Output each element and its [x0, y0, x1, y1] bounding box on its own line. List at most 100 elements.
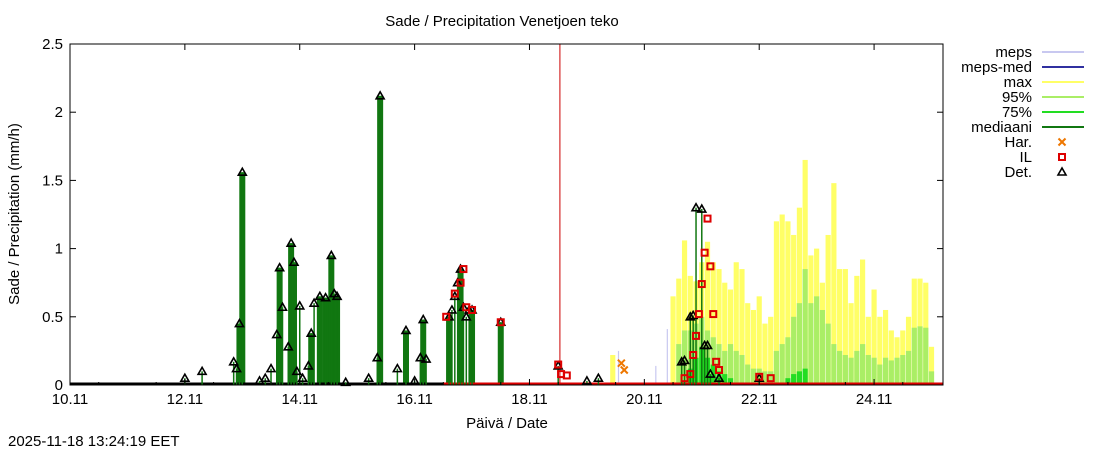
- il-point-11: [686, 370, 695, 379]
- il-point-23: [766, 374, 775, 383]
- bar-max-34: [860, 259, 866, 385]
- legend-label-2: max: [1004, 74, 1033, 91]
- det-point-48: [593, 372, 604, 382]
- det-point-11: [277, 301, 288, 312]
- det-point-37: [446, 304, 458, 314]
- bar-max-3: [681, 240, 688, 385]
- har-point-1: [620, 365, 629, 375]
- det-point-23: [325, 249, 337, 260]
- det-point-3: [231, 363, 242, 373]
- il-point-1: [450, 289, 459, 298]
- bar-75pct-8: [785, 378, 791, 385]
- bar-max-23: [796, 207, 802, 385]
- legend-label-8: Det.: [1004, 164, 1032, 181]
- bar-max-0: [610, 354, 616, 385]
- bar-95pct-8: [722, 350, 728, 385]
- bar-max-35: [865, 316, 871, 385]
- bar-95pct-44: [928, 371, 935, 385]
- il-point-14: [694, 310, 703, 319]
- bar-95pct-41: [911, 327, 917, 385]
- bar-max-13: [739, 269, 745, 385]
- bar-95pct-20: [791, 316, 797, 385]
- bar-95pct-26: [825, 323, 831, 385]
- det-point-28: [371, 352, 383, 362]
- bar-95pct-16: [768, 371, 774, 385]
- chart-title: Sade / Precipitation Venetjoen teko: [385, 13, 619, 30]
- legend-swatch-6: [1057, 137, 1067, 147]
- har-point-0: [617, 358, 626, 368]
- bar-max-31: [842, 269, 848, 385]
- bar-95pct-11: [739, 354, 745, 385]
- il-point-12: [689, 350, 698, 359]
- x-tick-label-3: 16.11: [396, 391, 432, 408]
- il-point-2: [456, 278, 465, 287]
- il-point-0: [442, 312, 451, 321]
- bar-95pct-25: [819, 309, 825, 385]
- y-tick-label-0: 0: [55, 377, 63, 394]
- marks-layer: [70, 44, 943, 387]
- det-point-13: [285, 237, 297, 247]
- det-point-34: [417, 313, 429, 324]
- bar-95pct-30: [848, 357, 854, 385]
- bar-95pct-42: [917, 326, 923, 385]
- bar-max-14: [745, 303, 751, 385]
- det-point-14: [288, 256, 300, 267]
- il-point-9: [562, 371, 571, 380]
- bar-max-10: [722, 282, 728, 385]
- bar-95pct-24: [814, 296, 820, 385]
- bar-95pct-43: [923, 327, 929, 385]
- bar-95pct-23: [808, 303, 814, 385]
- bar-75pct-7: [727, 378, 734, 385]
- bar-max-18: [768, 316, 774, 385]
- det-point-20: [308, 297, 320, 307]
- bar-max-36: [871, 289, 877, 385]
- det-point-8: [265, 363, 277, 373]
- bar-75pct-10: [796, 371, 802, 385]
- det-point-16: [294, 300, 306, 310]
- det-point-22: [320, 292, 331, 302]
- x-tick-label-4: 18.11: [511, 391, 547, 408]
- det-point-47: [581, 375, 593, 385]
- det-point-19: [305, 327, 317, 337]
- bar-max-39: [888, 330, 894, 385]
- x-axis-label: Päivä / Date: [466, 415, 548, 432]
- bar-95pct-10: [733, 350, 739, 385]
- x-tick-label-2: 14.11: [282, 391, 318, 408]
- det-point-5: [236, 166, 248, 177]
- il-point-21: [715, 365, 724, 374]
- det-point-25: [331, 290, 343, 301]
- det-point-2: [228, 356, 240, 366]
- y-axis-label: Sade / Precipitation (mm/h): [6, 123, 23, 305]
- bar-max-8: [710, 262, 716, 385]
- x-tick-label-0: 10.11: [52, 391, 88, 408]
- bar-max-29: [831, 183, 837, 385]
- bar-95pct-22: [802, 269, 808, 385]
- il-point-20: [712, 357, 721, 366]
- bar-95pct-12: [745, 364, 751, 385]
- bar-75pct-9: [791, 374, 797, 385]
- legend-label-7: IL: [1019, 149, 1032, 166]
- il-point-6: [496, 318, 505, 327]
- y-tick-label-3: 1.5: [42, 172, 63, 189]
- axes-layer: 0 0.5 1 1.5 2 2.5 10.11 12.11 14.11 16.11 18.11 20.…: [42, 36, 943, 408]
- bar-max-46: [928, 346, 935, 385]
- legend-label-5: mediaani: [971, 119, 1032, 136]
- bar-max-15: [750, 309, 757, 385]
- y-tick-label-1: 0.5: [42, 309, 63, 326]
- bar-95pct-34: [871, 357, 877, 385]
- bar-max-19: [773, 221, 780, 385]
- det-point-21: [314, 290, 326, 301]
- bar-95pct-40: [905, 350, 912, 385]
- y-tick-label-5: 2.5: [42, 36, 63, 53]
- bar-95pct-39: [900, 354, 906, 385]
- det-point-51: [684, 311, 696, 321]
- bar-95pct-35: [877, 364, 883, 385]
- det-point-15: [291, 365, 303, 376]
- det-point-29: [374, 90, 386, 100]
- bar-95pct-32: [860, 344, 866, 385]
- bar-95pct-17: [773, 350, 780, 385]
- bar-95pct-37: [888, 360, 894, 385]
- det-point-53: [690, 202, 702, 212]
